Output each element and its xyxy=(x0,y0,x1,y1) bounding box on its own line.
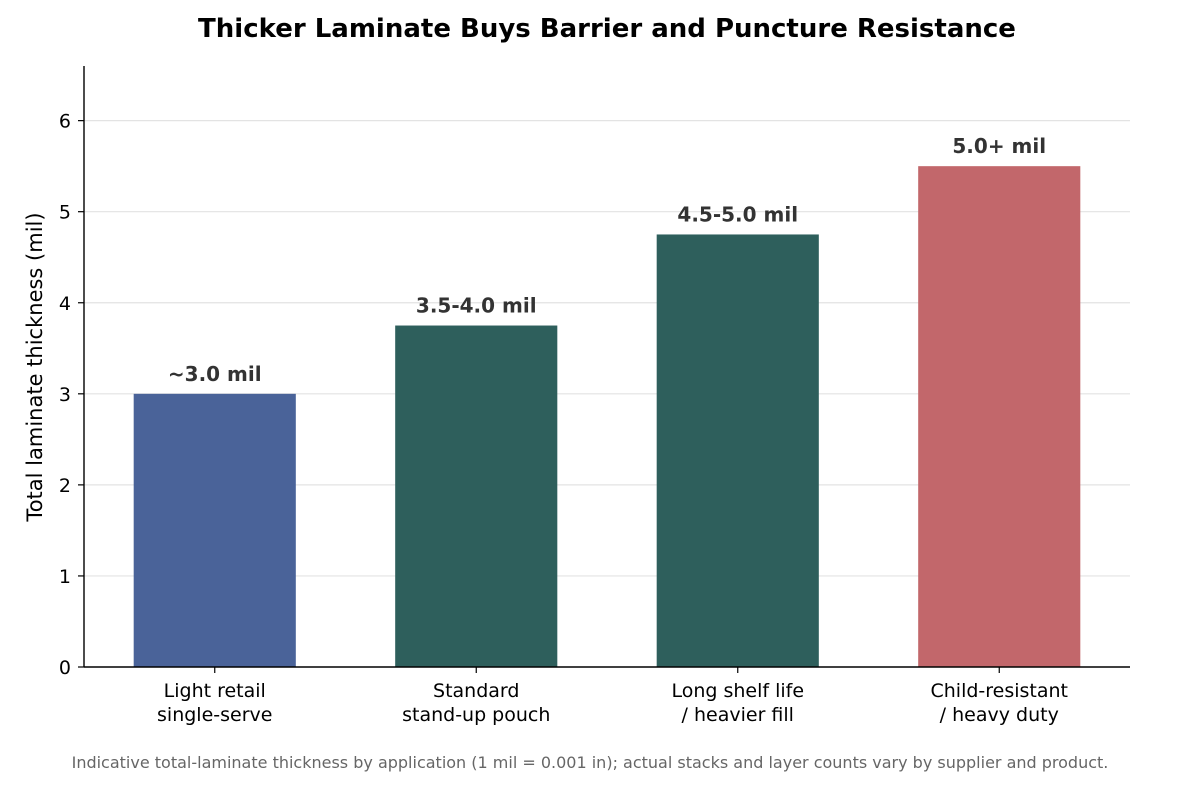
chart-title: Thicker Laminate Buys Barrier and Punctu… xyxy=(198,14,1016,44)
data-label: ~3.0 mil xyxy=(168,362,262,386)
y-tick-label: 2 xyxy=(59,475,71,497)
data-label: 5.0+ mil xyxy=(952,134,1046,158)
bars xyxy=(133,166,1081,667)
x-tick-label: Light retail single-serve xyxy=(157,680,272,726)
data-labels: ~3.0 mil 3.5-4.0 mil 4.5-5.0 mil 5.0+ mil xyxy=(168,134,1046,386)
bar xyxy=(133,393,296,667)
y-tick-label: 3 xyxy=(59,384,71,406)
x-tick-label: Child-resistant / heavy duty xyxy=(930,680,1068,726)
y-tick-label: 1 xyxy=(59,566,71,588)
data-label: 3.5-4.0 mil xyxy=(416,294,537,318)
y-tick-label: 0 xyxy=(59,657,71,679)
bar xyxy=(395,325,558,667)
axes xyxy=(83,66,1130,668)
x-tick-label: Long shelf life / heavier fill xyxy=(671,680,804,726)
data-label: 4.5-5.0 mil xyxy=(677,202,798,226)
y-axis-ticks: 0 1 2 3 4 5 6 xyxy=(59,111,84,679)
y-tick-label: 6 xyxy=(59,111,71,133)
bar xyxy=(918,166,1081,667)
x-axis-ticks: Light retail single-serve Standard stand-up… xyxy=(157,667,1068,726)
bar xyxy=(656,234,819,667)
chart-caption: Indicative total-laminate thickness by a… xyxy=(72,753,1109,772)
x-tick-label: Standard stand-up pouch xyxy=(402,680,550,726)
y-tick-label: 4 xyxy=(59,293,71,315)
y-tick-label: 5 xyxy=(59,202,71,224)
y-axis-label: Total laminate thickness (mil) xyxy=(23,212,47,522)
